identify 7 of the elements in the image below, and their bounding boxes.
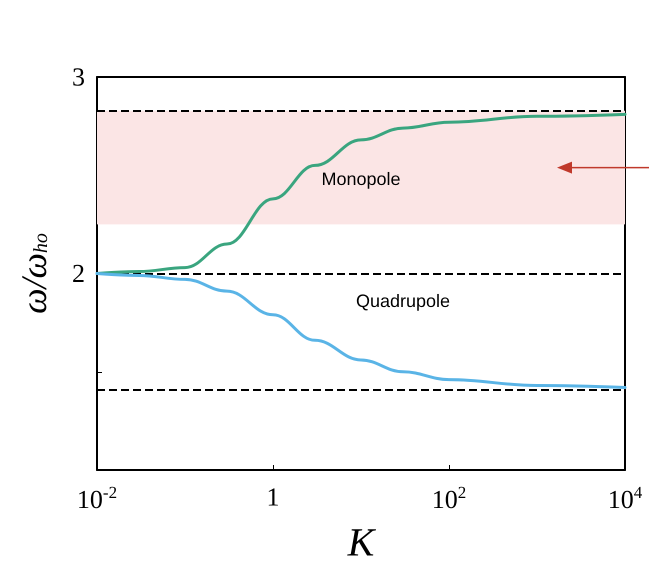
x-axis-title: K — [346, 520, 377, 564]
x-tick-label: 1 — [266, 482, 280, 512]
y-tick-label: 3 — [72, 62, 85, 92]
y-tick-label: 2 — [72, 259, 85, 288]
series-label: Monopole — [321, 169, 401, 190]
text: Quadrupole — [356, 291, 450, 312]
y-axis-title: ω/ωho — [14, 233, 54, 314]
